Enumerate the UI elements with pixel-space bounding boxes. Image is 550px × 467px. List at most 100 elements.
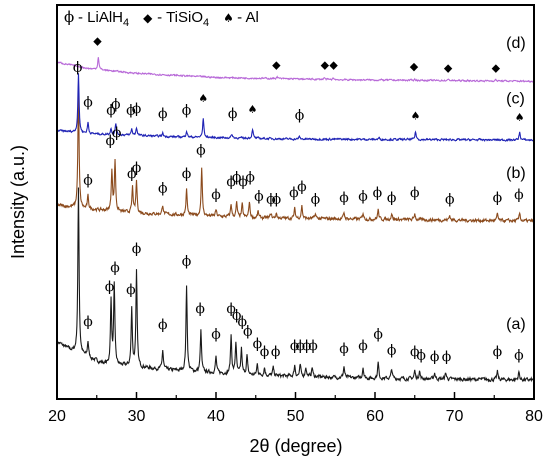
- series-line-2: [56, 73, 535, 143]
- peak-marker-phi: ϕ: [158, 317, 168, 333]
- peak-marker-phi: ϕ: [195, 301, 205, 317]
- peak-marker-phi: ϕ: [73, 60, 83, 76]
- peak-marker-phi: ϕ: [112, 125, 122, 141]
- peak-marker-phi: ϕ: [254, 188, 264, 204]
- peak-marker-diamond: ◆: [410, 60, 419, 73]
- peak-marker-diamond: ◆: [93, 35, 102, 48]
- peak-marker-phi: ϕ: [416, 347, 426, 363]
- series-line-0: [56, 187, 535, 383]
- curve-label: (b): [506, 165, 526, 182]
- peak-marker-phi: ϕ: [295, 107, 305, 123]
- peak-marker-phi: ϕ: [132, 101, 142, 117]
- peak-marker-phi: ϕ: [410, 344, 420, 360]
- peak-marker-phi: ϕ: [442, 349, 452, 365]
- peak-marker-phi: ϕ: [302, 338, 312, 354]
- peak-marker-phi: ϕ: [253, 336, 263, 352]
- peak-marker-phi: ϕ: [295, 338, 305, 354]
- peak-marker-phi: ϕ: [387, 190, 397, 206]
- pattern-curves: [56, 57, 535, 383]
- curve-label: (d): [506, 35, 526, 52]
- peak-marker-phi: ϕ: [132, 241, 142, 257]
- peak-marker-phi: ϕ: [514, 347, 524, 363]
- peak-marker-phi: ϕ: [308, 338, 318, 354]
- peak-marker-phi: ϕ: [514, 187, 524, 203]
- x-tick-label: 70: [446, 408, 464, 425]
- peak-marker-phi: ϕ: [106, 103, 116, 119]
- peak-marker-phi: ϕ: [445, 192, 455, 208]
- peak-marker-phi: ϕ: [237, 314, 247, 330]
- peak-marker-spade: ♠: [248, 103, 258, 116]
- series-line-3: [56, 57, 535, 83]
- series-line-1: [56, 93, 535, 224]
- peak-marker-diamond: ◆: [444, 62, 453, 75]
- peak-marker-spade: ♠: [198, 92, 208, 105]
- peak-marker-phi: ϕ: [211, 187, 221, 203]
- peak-marker-phi: ϕ: [272, 192, 282, 208]
- peak-marker-phi: ϕ: [493, 190, 503, 206]
- curve-labels: (a) (b) (c) (d): [506, 35, 526, 333]
- legend-symbol-diamond: ◆: [143, 11, 153, 25]
- peak-marker-phi: ϕ: [387, 343, 397, 359]
- peak-marker-phi: ϕ: [271, 344, 281, 360]
- peak-marker-spade: ♠: [515, 111, 525, 124]
- peak-marker-phi: ϕ: [126, 282, 136, 298]
- peak-marker-phi: ϕ: [410, 185, 420, 201]
- peak-marker-phi: ϕ: [243, 323, 253, 339]
- legend-symbol-spade: ♠: [223, 11, 234, 25]
- x-axis-title: 2θ (degree): [249, 436, 342, 456]
- peak-marker-phi: ϕ: [111, 96, 121, 112]
- y-axis-title: Intensity (a.u.): [8, 145, 28, 259]
- peak-marker-diamond: ◆: [272, 59, 281, 72]
- peak-marker-phi: ϕ: [245, 169, 255, 185]
- x-tick-label: 20: [48, 408, 66, 425]
- x-axis-ticks: 20 30 40 50 60 70 80: [48, 392, 543, 425]
- peak-marker-phi: ϕ: [182, 103, 192, 119]
- peak-marker-phi: ϕ: [373, 327, 383, 343]
- peak-marker-phi: ϕ: [226, 301, 236, 317]
- peak-marker-phi: ϕ: [83, 173, 93, 189]
- peak-marker-phi: ϕ: [232, 169, 242, 185]
- peak-marker-phi: ϕ: [83, 95, 93, 111]
- curve-label: (c): [506, 91, 525, 108]
- peak-marker-phi: ϕ: [228, 106, 238, 122]
- peak-marker-phi: ϕ: [211, 327, 221, 343]
- peak-marker-phi: ϕ: [289, 185, 299, 201]
- peak-marker-phi: ϕ: [127, 166, 137, 182]
- peak-marker-phi: ϕ: [290, 338, 300, 354]
- legend-label: - Al: [237, 9, 259, 26]
- peak-marker-phi: ϕ: [226, 174, 236, 190]
- x-tick-label: 30: [128, 408, 146, 425]
- peak-marker-phi: ϕ: [158, 106, 168, 122]
- peak-marker-phi: ϕ: [373, 185, 383, 201]
- peak-marker-phi: ϕ: [339, 190, 349, 206]
- peak-marker-spade: ♠: [411, 109, 421, 122]
- peak-marker-phi: ϕ: [493, 344, 503, 360]
- peak-marker-diamond: ◆: [321, 59, 330, 72]
- peak-marker-phi: ϕ: [126, 103, 136, 119]
- peak-marker-phi: ϕ: [311, 192, 321, 208]
- peak-marker-phi: ϕ: [182, 254, 192, 270]
- peak-marker-phi: ϕ: [83, 314, 93, 330]
- peak-marker-phi: ϕ: [105, 133, 115, 149]
- legend-label: - TiSiO4: [157, 9, 209, 29]
- peak-marker-phi: ϕ: [260, 344, 270, 360]
- peak-marker-diamond: ◆: [329, 59, 338, 72]
- curve-label: (a): [506, 316, 526, 333]
- peak-marker-phi: ϕ: [132, 160, 142, 176]
- legend: ϕ- LiAlH4 ◆ - TiSiO4 ♠ - Al: [64, 8, 259, 29]
- legend-symbol-phi: ϕ: [64, 8, 74, 26]
- peak-marker-phi: ϕ: [266, 192, 276, 208]
- peak-marker-phi: ϕ: [110, 260, 120, 276]
- peak-marker-phi: ϕ: [105, 279, 115, 295]
- x-tick-label: 60: [366, 408, 384, 425]
- peak-marker-phi: ϕ: [430, 349, 440, 365]
- peak-marker-phi: ϕ: [339, 341, 349, 357]
- peak-marker-phi: ϕ: [182, 166, 192, 182]
- peak-marker-phi: ϕ: [232, 308, 242, 324]
- peak-marker-phi: ϕ: [358, 338, 368, 354]
- peak-marker-diamond: ◆: [492, 62, 501, 75]
- peak-marker-phi: ϕ: [158, 180, 168, 196]
- peak-marker-phi: ϕ: [297, 179, 307, 195]
